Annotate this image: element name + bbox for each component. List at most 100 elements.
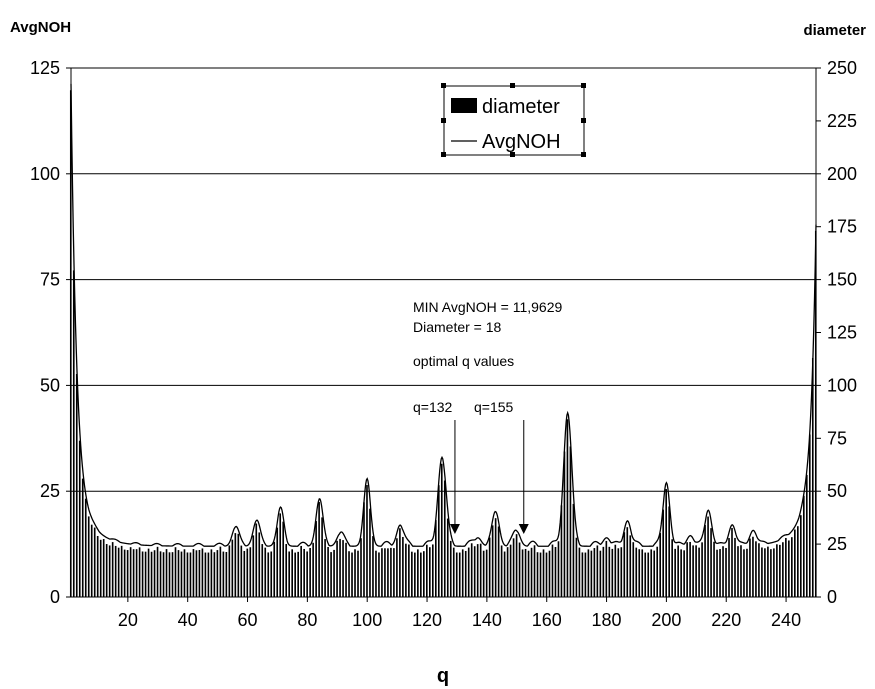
legend-swatch-diameter bbox=[451, 98, 477, 113]
diameter-bar bbox=[216, 550, 219, 597]
legend-handle[interactable] bbox=[510, 83, 515, 88]
diameter-bar bbox=[222, 551, 225, 597]
diameter-bar bbox=[701, 542, 703, 597]
diameter-bar bbox=[417, 549, 419, 597]
diameter-bar bbox=[405, 543, 407, 597]
legend-handle[interactable] bbox=[441, 83, 446, 88]
legend-handle[interactable] bbox=[581, 83, 586, 88]
diameter-bar bbox=[144, 551, 147, 597]
diameter-bar bbox=[204, 552, 207, 597]
diameter-bar bbox=[788, 540, 790, 597]
diameter-bar bbox=[414, 552, 416, 597]
diameter-bar bbox=[491, 525, 494, 597]
diameter-bar bbox=[150, 551, 153, 597]
diameter-bar bbox=[138, 547, 141, 597]
diameter-bar bbox=[102, 539, 105, 597]
diameter-bar bbox=[291, 549, 293, 597]
diameter-bar bbox=[437, 485, 440, 597]
diameter-bar bbox=[811, 358, 814, 597]
diameter-bar bbox=[297, 551, 299, 597]
legend[interactable]: diameter AvgNOH bbox=[441, 83, 586, 157]
y-right-tick-label: 250 bbox=[827, 58, 857, 78]
diameter-bar bbox=[324, 539, 326, 597]
diameter-bar bbox=[186, 552, 189, 597]
avgnoh-line bbox=[70, 83, 817, 547]
diameter-bar bbox=[288, 551, 291, 597]
x-tick-label: 120 bbox=[412, 610, 442, 630]
diameter-bar bbox=[794, 529, 796, 597]
legend-handle[interactable] bbox=[581, 118, 586, 123]
diameter-bar bbox=[114, 545, 117, 597]
annotation-optimal: optimal q values bbox=[413, 353, 514, 369]
diameter-bar bbox=[111, 542, 114, 597]
diameter-bar bbox=[180, 551, 183, 597]
diameter-bar bbox=[390, 547, 392, 597]
diameter-bar bbox=[249, 547, 252, 597]
diameter-bar bbox=[423, 551, 425, 597]
arrowhead-q132 bbox=[449, 524, 460, 534]
diameter-bar bbox=[671, 539, 673, 597]
diameter-bar bbox=[515, 534, 518, 597]
diameter-bar bbox=[440, 463, 443, 597]
diameter-bar bbox=[596, 545, 599, 597]
diameter-bar bbox=[482, 550, 485, 597]
y-right-tick-label: 150 bbox=[827, 270, 857, 290]
diameter-bar bbox=[231, 539, 234, 597]
diameter-bar bbox=[264, 547, 267, 597]
diameter-bar bbox=[108, 545, 111, 597]
diameter-bar bbox=[695, 545, 697, 597]
diameter-bar bbox=[623, 532, 626, 597]
diameter-bar bbox=[171, 552, 174, 597]
diameter-bar bbox=[72, 270, 75, 597]
x-tick-label: 60 bbox=[238, 610, 258, 630]
diameter-bar bbox=[716, 549, 718, 597]
diameter-bar bbox=[267, 552, 270, 597]
diameter-bar bbox=[330, 552, 332, 597]
diameter-bar bbox=[452, 547, 455, 597]
diameter-bar bbox=[560, 505, 563, 597]
y-right-tick-label: 25 bbox=[827, 534, 847, 554]
diameter-bar bbox=[488, 537, 491, 597]
diameter-bar bbox=[805, 474, 808, 597]
diameter-bar bbox=[476, 544, 479, 597]
diameter-bar bbox=[740, 545, 742, 597]
annotation-diameter: Diameter = 18 bbox=[413, 319, 502, 335]
diameter-bar bbox=[258, 532, 261, 597]
diameter-bar bbox=[387, 548, 389, 597]
diameter-bar bbox=[566, 419, 569, 597]
legend-handle[interactable] bbox=[510, 152, 515, 157]
y-left-tick-label: 75 bbox=[40, 270, 60, 290]
diameter-bar bbox=[455, 552, 458, 597]
diameter-bar bbox=[689, 541, 691, 597]
diameter-bar bbox=[707, 516, 709, 597]
diameter-bar bbox=[662, 509, 665, 597]
y-right-tick-label: 175 bbox=[827, 217, 857, 237]
diameter-bar bbox=[593, 548, 596, 597]
diameter-bar bbox=[494, 518, 497, 597]
y-right-tick-label: 125 bbox=[827, 323, 857, 343]
diameter-bar bbox=[273, 541, 276, 597]
diameter-bar bbox=[605, 540, 608, 597]
left-axis-title: AvgNOH bbox=[10, 19, 71, 36]
x-tick-label: 140 bbox=[472, 610, 502, 630]
diameter-bar bbox=[201, 548, 204, 597]
diameter-bar bbox=[485, 549, 488, 597]
diameter-bar bbox=[363, 502, 365, 597]
diameter-bar bbox=[674, 548, 676, 597]
diameter-bar bbox=[479, 543, 482, 597]
legend-handle[interactable] bbox=[581, 152, 586, 157]
legend-handle[interactable] bbox=[441, 152, 446, 157]
diameter-bar bbox=[141, 551, 144, 597]
diameter-bar bbox=[776, 544, 778, 597]
diameter-bar bbox=[408, 544, 410, 597]
x-tick-label: 240 bbox=[771, 610, 801, 630]
diameter-bar bbox=[300, 545, 302, 597]
diameter-bar bbox=[345, 542, 347, 597]
diameter-bar bbox=[617, 548, 620, 597]
diameter-bar bbox=[802, 495, 805, 597]
annotations: MIN AvgNOH = 11,9629 Diameter = 18 optim… bbox=[413, 299, 562, 534]
diameter-bar bbox=[590, 550, 593, 597]
diameter-bar bbox=[644, 552, 647, 597]
legend-handle[interactable] bbox=[441, 118, 446, 123]
